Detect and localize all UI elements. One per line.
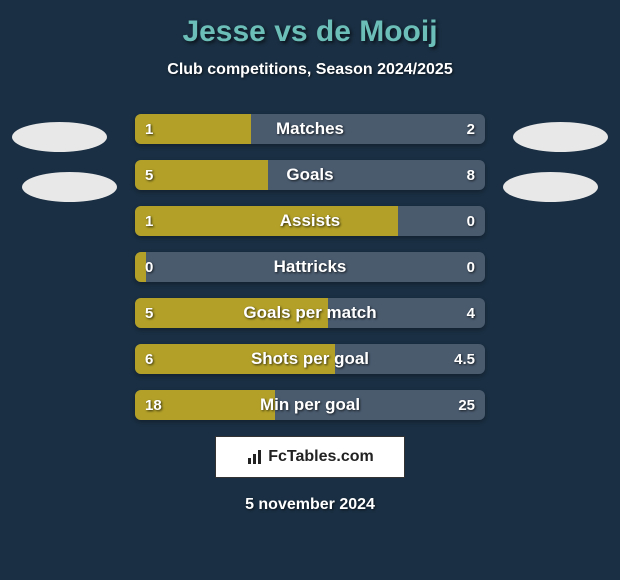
bar-label: Matches: [135, 114, 485, 144]
bar-label: Hattricks: [135, 252, 485, 282]
bar-label: Goals: [135, 160, 485, 190]
bar-row: 00Hattricks: [135, 252, 485, 282]
bar-row: 12Matches: [135, 114, 485, 144]
subtitle: Club competitions, Season 2024/2025: [0, 61, 620, 79]
player-left-oval-1: [12, 122, 107, 152]
bar-row: 10Assists: [135, 206, 485, 236]
comparison-bars: 12Matches 58Goals 10Assists 00Hattricks 54Go…: [0, 114, 620, 420]
bar-label: Goals per match: [135, 298, 485, 328]
date-text: 5 november 2024: [0, 496, 620, 514]
bar-row: 54Goals per match: [135, 298, 485, 328]
bar-label: Min per goal: [135, 390, 485, 420]
bar-label: Shots per goal: [135, 344, 485, 374]
page-title: Jesse vs de Mooij: [0, 15, 620, 49]
chart-icon: [246, 448, 264, 466]
player-right-oval-1: [513, 122, 608, 152]
bar-row: 1825Min per goal: [135, 390, 485, 420]
logo-text: FcTables.com: [268, 448, 374, 466]
bar-label: Assists: [135, 206, 485, 236]
bar-row: 58Goals: [135, 160, 485, 190]
comparison-infographic: Jesse vs de Mooij Club competitions, Sea…: [0, 0, 620, 580]
bar-row: 64.5Shots per goal: [135, 344, 485, 374]
player-left-oval-2: [22, 172, 117, 202]
player-right-oval-2: [503, 172, 598, 202]
fctables-logo: FcTables.com: [215, 436, 405, 478]
